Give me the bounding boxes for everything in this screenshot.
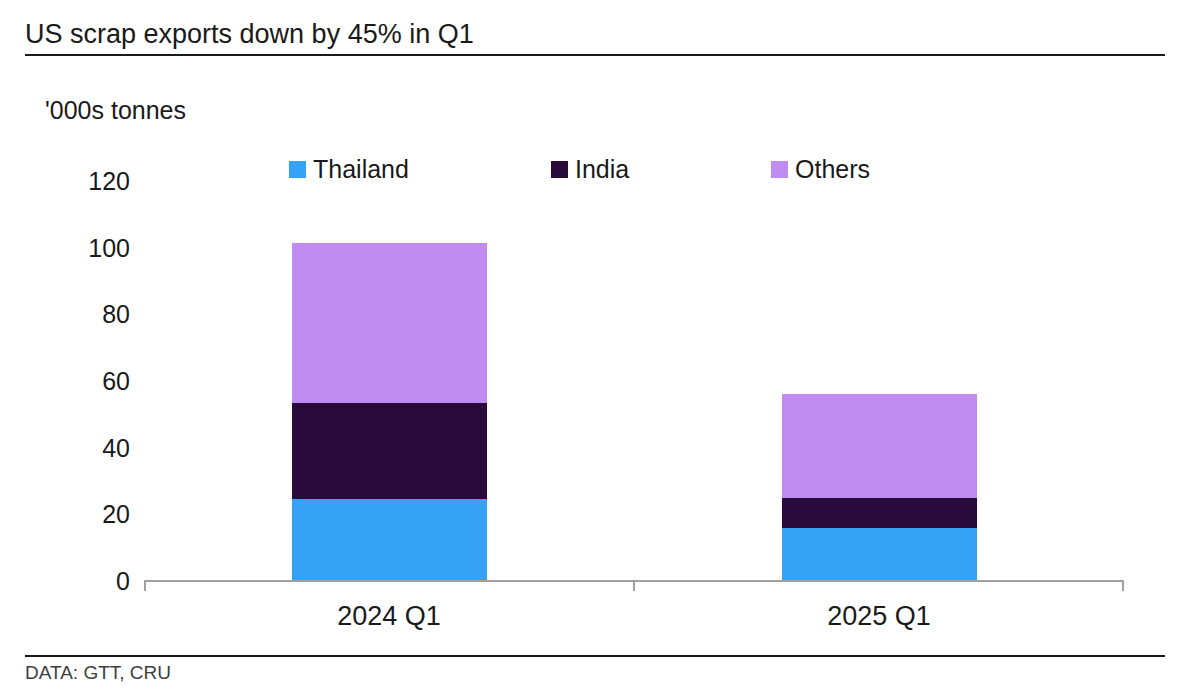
legend-label-others: Others [795, 155, 870, 184]
legend-swatch-india [551, 161, 568, 178]
y-tick-label-80: 80 [0, 298, 130, 330]
y-tick-label-120: 120 [0, 165, 130, 197]
bar-segment-india-2024-q1 [292, 403, 487, 500]
legend-label-thailand: Thailand [313, 155, 409, 184]
bar-2025-q1 [782, 394, 977, 581]
bar-2024-q1 [292, 243, 487, 581]
legend-item-india: India [551, 156, 629, 182]
x-axis-tick-2 [1122, 580, 1124, 591]
chart-page: US scrap exports down by 45% in Q1 '000s… [0, 0, 1187, 695]
x-category-label-2024-q1: 2024 Q1 [279, 601, 499, 632]
y-tick-label-60: 60 [0, 365, 130, 397]
bar-segment-thailand-2025-q1 [782, 528, 977, 581]
bar-segment-india-2025-q1 [782, 498, 977, 528]
legend-item-others: Others [771, 156, 870, 182]
y-tick-label-100: 100 [0, 232, 130, 264]
title-divider [25, 54, 1165, 56]
bar-segment-others-2024-q1 [292, 243, 487, 403]
footer-divider [25, 655, 1165, 657]
legend-swatch-others [771, 161, 788, 178]
chart-title: US scrap exports down by 45% in Q1 [25, 19, 474, 49]
y-axis-units-label: '000s tonnes [45, 96, 186, 125]
bar-segment-thailand-2024-q1 [292, 499, 487, 581]
legend-label-india: India [575, 155, 629, 184]
y-tick-label-20: 20 [0, 498, 130, 530]
legend-swatch-thailand [289, 161, 306, 178]
data-source-label: DATA: GTT, CRU [25, 662, 171, 684]
bar-segment-others-2025-q1 [782, 394, 977, 497]
x-axis-tick-0 [144, 580, 146, 591]
x-category-label-2025-q1: 2025 Q1 [769, 601, 989, 632]
x-axis-tick-1 [633, 580, 635, 591]
y-tick-label-40: 40 [0, 432, 130, 464]
y-tick-label-0: 0 [0, 565, 130, 597]
legend-item-thailand: Thailand [289, 156, 409, 182]
